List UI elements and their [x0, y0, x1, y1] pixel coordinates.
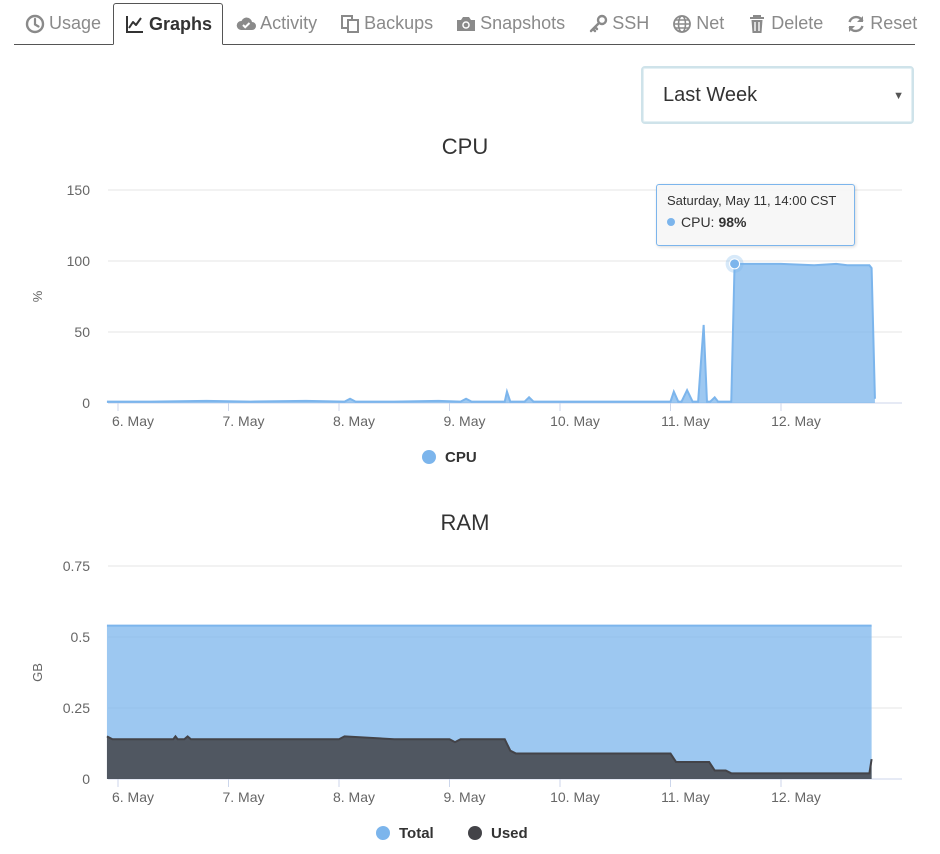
x-tick-label: 12. May: [771, 413, 821, 429]
time-range-value: Last Week: [663, 83, 758, 106]
tab-ssh[interactable]: SSH: [577, 3, 659, 44]
tab-label: Graphs: [149, 13, 213, 34]
legend-item-cpu[interactable]: CPU: [445, 449, 477, 466]
legend-marker-used[interactable]: [468, 826, 482, 840]
legend-marker-total[interactable]: [376, 826, 390, 840]
tab-delete[interactable]: Delete: [736, 3, 833, 44]
tab-label: Usage: [49, 13, 102, 33]
time-range-select[interactable]: Last Week ▼: [641, 66, 914, 124]
tooltip-date: Saturday, May 11, 14:00 CST: [667, 193, 837, 208]
tab-label: Snapshots: [480, 13, 566, 33]
clock-icon: [24, 13, 46, 35]
chart-title: RAM: [441, 510, 490, 535]
cloud-check-icon: [235, 13, 257, 35]
y-tick-label: 50: [74, 324, 90, 340]
line-chart-icon: [124, 13, 146, 35]
x-tick-label: 6. May: [112, 789, 154, 805]
legend-item-used[interactable]: Used: [491, 825, 528, 842]
tab-label: Backups: [364, 13, 434, 33]
camera-icon: [455, 13, 477, 35]
ram-chart: RAM 0 0.25 0.5 0.75 GB 6. May 7. May 8. May 9. Ma…: [30, 510, 902, 842]
highlight-point[interactable]: [729, 258, 741, 270]
x-tick-label: 11. May: [661, 789, 710, 805]
x-tick-label: 9. May: [443, 413, 485, 429]
tab-net[interactable]: Net: [661, 3, 734, 44]
key-icon: [587, 13, 609, 35]
legend-item-total[interactable]: Total: [399, 825, 434, 842]
x-tick-label: 7. May: [222, 413, 264, 429]
y-axis-label: %: [30, 290, 45, 302]
series-area-used[interactable]: [106, 736, 872, 779]
tab-snapshots[interactable]: Snapshots: [445, 3, 575, 44]
y-tick-label: 0: [82, 395, 90, 411]
x-tick-label: 8. May: [333, 789, 375, 805]
cpu-tooltip: Saturday, May 11, 14:00 CST CPU: 98%: [656, 184, 855, 246]
tab-label: Activity: [260, 13, 318, 33]
globe-icon: [671, 13, 693, 35]
y-tick-label: 150: [67, 182, 91, 198]
tab-usage[interactable]: Usage: [14, 3, 111, 44]
series-line-used: [106, 734, 873, 775]
y-tick-label: 0.5: [71, 629, 91, 645]
series-area-cpu[interactable]: [106, 263, 875, 403]
tab-label: SSH: [612, 13, 650, 33]
y-tick-label: 0: [82, 771, 90, 787]
x-tick-label: 9. May: [443, 789, 485, 805]
legend-marker-cpu[interactable]: [422, 450, 436, 464]
y-axis-label: GB: [30, 663, 45, 682]
tab-graphs[interactable]: Graphs: [113, 3, 224, 45]
tab-label: Net: [696, 13, 725, 33]
tab-label: Delete: [771, 13, 824, 33]
tab-backups[interactable]: Backups: [329, 3, 443, 44]
series-line-cpu: [106, 262, 876, 403]
x-tick-label: 12. May: [771, 789, 821, 805]
cpu-chart: CPU 0 50 100 150% 6. May 7. May 8. May 9. May 10.…: [30, 134, 902, 466]
x-tick-label: 6. May: [112, 413, 154, 429]
x-tick-label: 7. May: [222, 789, 264, 805]
tab-label: Reset: [870, 13, 918, 33]
tooltip-series-name: CPU:: [681, 214, 715, 230]
tab-activity[interactable]: Activity: [225, 3, 327, 44]
x-tick-label: 8. May: [333, 413, 375, 429]
tab-bar: Usage Graphs Activity Backups Snapshots SSH Ne…: [14, 3, 917, 45]
y-tick-label: 0.25: [63, 700, 90, 716]
tooltip-series-dot: [667, 218, 675, 226]
copy-icon: [339, 13, 361, 35]
chevron-down-icon: ▼: [893, 90, 904, 102]
tab-reset[interactable]: Reset: [835, 3, 927, 44]
tooltip-value: 98%: [718, 214, 747, 230]
y-tick-label: 100: [67, 253, 91, 269]
chart-title: CPU: [442, 134, 488, 159]
x-tick-label: 10. May: [550, 789, 600, 805]
x-tick-label: 11. May: [661, 413, 710, 429]
trash-icon: [746, 13, 768, 35]
refresh-icon: [845, 13, 867, 35]
x-tick-label: 10. May: [550, 413, 600, 429]
y-tick-label: 0.75: [63, 558, 90, 574]
